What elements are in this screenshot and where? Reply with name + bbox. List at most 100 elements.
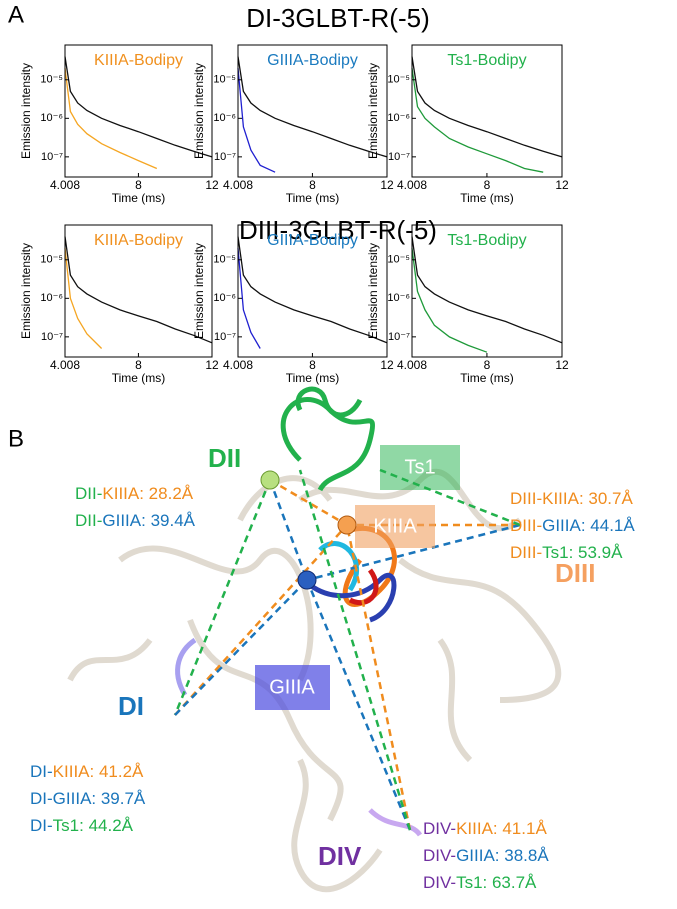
distance-value: Ts1: 53.9Å xyxy=(542,543,623,562)
distance-label: DII-KIIIA: 28.2Å xyxy=(75,484,194,503)
y-tick-label: 10⁻⁵ xyxy=(40,254,63,266)
row-title: DIII-3GLBT-R(-5) xyxy=(239,215,437,245)
axes-frame xyxy=(64,224,213,358)
y-axis-label: Emission intensity xyxy=(19,243,33,339)
distance-value: KIIIA: 41.2Å xyxy=(53,762,144,781)
y-tick-label: 10⁻⁶ xyxy=(213,112,236,124)
y-tick-label: 10⁻⁷ xyxy=(388,331,410,343)
site-label: DI xyxy=(118,691,144,721)
decay-curve xyxy=(64,68,158,170)
chart-title: Ts1-Bodipy xyxy=(447,52,526,69)
y-tick-label: 10⁻⁵ xyxy=(387,254,410,266)
x-tick-label: 12 xyxy=(380,358,394,372)
axes-frame xyxy=(64,44,213,178)
distance-value: KIIIA: 28.2Å xyxy=(102,484,193,503)
chart-title: Ts1-Bodipy xyxy=(447,232,526,249)
y-tick-label: 10⁻⁷ xyxy=(214,331,236,343)
toxin-box xyxy=(255,665,330,710)
y-tick-label: 10⁻⁵ xyxy=(387,74,410,86)
distance-site: DIII- xyxy=(510,543,542,562)
axes-frame xyxy=(237,44,388,178)
x-tick-label: 8 xyxy=(309,178,316,192)
decay-curve xyxy=(237,248,261,349)
axes-frame xyxy=(411,224,563,358)
distance-label: DIII-Ts1: 53.9Å xyxy=(510,543,623,562)
x-tick-label: 8 xyxy=(135,358,142,372)
toxin-label: KIIIA xyxy=(373,515,417,537)
decay-curve xyxy=(237,236,388,344)
distance-label: DIV-KIIIA: 41.1Å xyxy=(423,819,547,838)
distance-site: DIII- xyxy=(510,489,542,508)
distance-label: DI-KIIIA: 41.2Å xyxy=(30,762,144,781)
distance-site: DIV- xyxy=(423,873,456,892)
x-tick-label: 4.008 xyxy=(397,178,427,192)
y-tick-label: 10⁻⁷ xyxy=(41,151,63,163)
distance-site: DI- xyxy=(30,816,53,835)
decay-curve xyxy=(64,248,103,349)
y-tick-label: 10⁻⁷ xyxy=(388,151,410,163)
distance-label: DIV-Ts1: 63.7Å xyxy=(423,873,537,892)
chart-title: GIIIA-Bodipy xyxy=(267,232,358,249)
x-tick-label: 4.008 xyxy=(50,358,80,372)
axes-frame xyxy=(237,224,388,358)
x-axis-label: Time (ms) xyxy=(286,191,340,205)
x-tick-label: 12 xyxy=(380,178,394,192)
x-tick-label: 8 xyxy=(484,178,491,192)
y-tick-label: 10⁻⁵ xyxy=(40,74,63,86)
x-tick-label: 4.008 xyxy=(223,178,253,192)
distance-value: GIIIA: 39.7Å xyxy=(53,789,146,808)
panel-label: A xyxy=(8,1,24,28)
distance-site: DI- xyxy=(30,762,53,781)
row-title: DI-3GLBT-R(-5) xyxy=(246,3,429,33)
x-tick-label: 4.008 xyxy=(223,358,253,372)
chart: 10⁻⁷ 10⁻⁶ 10⁻⁵ 4.008 8 12 Ts1-Bodipy Time (ms) E… xyxy=(366,224,569,385)
site-label: DII xyxy=(208,443,241,473)
y-tick-label: 10⁻⁵ xyxy=(213,74,236,86)
y-tick-label: 10⁻⁷ xyxy=(214,151,236,163)
x-tick-label: 8 xyxy=(135,178,142,192)
x-axis-label: Time (ms) xyxy=(460,371,514,385)
panel-label: B xyxy=(8,425,24,452)
toxin-label: Ts1 xyxy=(404,456,435,478)
distance-value: KIIIA: 41.1Å xyxy=(456,819,547,838)
y-tick-label: 10⁻⁶ xyxy=(387,112,410,124)
distance-label: DIII-KIIIA: 30.7Å xyxy=(510,489,633,508)
chart: 10⁻⁷ 10⁻⁶ 10⁻⁵ 4.008 8 12 Ts1-Bodipy Time (ms) E… xyxy=(366,44,569,205)
distance-site: DII- xyxy=(75,511,102,530)
x-tick-label: 12 xyxy=(555,358,569,372)
chart-title: KIIIA-Bodipy xyxy=(94,52,183,69)
y-axis-label: Emission intensity xyxy=(19,63,33,159)
distance-site: DIV- xyxy=(423,846,456,865)
site-label: DIV xyxy=(318,841,362,871)
chart-title: KIIIA-Bodipy xyxy=(94,232,183,249)
x-axis-label: Time (ms) xyxy=(286,371,340,385)
x-tick-label: 8 xyxy=(309,358,316,372)
distance-value: Ts1: 63.7Å xyxy=(456,873,537,892)
distance-value: GIIIA: 39.4Å xyxy=(102,511,195,530)
y-axis-label: Emission intensity xyxy=(366,243,380,339)
x-tick-label: 4.008 xyxy=(50,178,80,192)
distance-site: DI- xyxy=(30,789,53,808)
decay-curve xyxy=(411,236,563,344)
toxin-box xyxy=(380,445,460,490)
chart: 10⁻⁷ 10⁻⁶ 10⁻⁵ 4.008 8 12 GIIIA-Bodipy Time (ms… xyxy=(192,224,394,385)
site-dot xyxy=(297,570,317,590)
y-axis-label: Emission intensity xyxy=(366,63,380,159)
axes-frame xyxy=(411,44,563,178)
x-tick-label: 4.008 xyxy=(397,358,427,372)
distance-label: DII-GIIIA: 39.4Å xyxy=(75,511,196,530)
x-axis-label: Time (ms) xyxy=(460,191,514,205)
site-label: DIII xyxy=(555,558,595,588)
chart-title: GIIIA-Bodipy xyxy=(267,52,358,69)
distance-label: DI-GIIIA: 39.7Å xyxy=(30,789,146,808)
distance-value: GIIIA: 44.1Å xyxy=(542,516,635,535)
chart: 10⁻⁷ 10⁻⁶ 10⁻⁵ 4.008 8 12 GIIIA-Bodipy Time (ms… xyxy=(192,44,394,205)
decay-curve xyxy=(64,56,213,158)
distance-site: DIV- xyxy=(423,819,456,838)
x-tick-label: 12 xyxy=(205,358,219,372)
distance-label: DIII-GIIIA: 44.1Å xyxy=(510,516,635,535)
chart: 10⁻⁷ 10⁻⁶ 10⁻⁵ 4.008 8 12 KIIIA-Bodipy Time (ms… xyxy=(19,224,219,385)
x-axis-label: Time (ms) xyxy=(112,191,166,205)
